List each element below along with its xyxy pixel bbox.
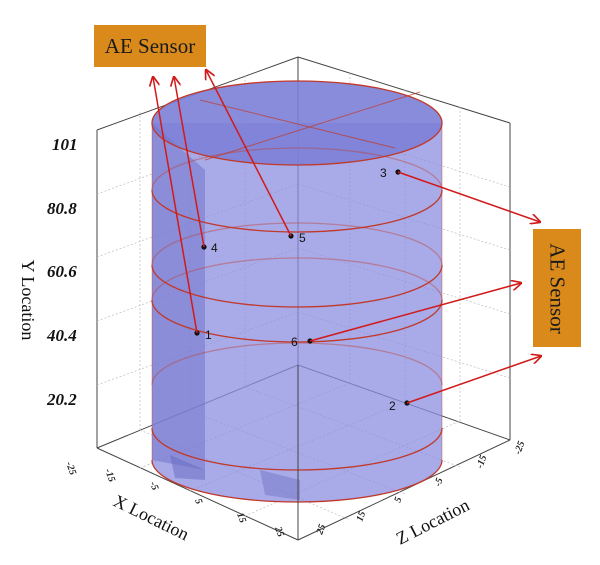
ae-sensor-callout-top: AE Sensor [94, 25, 206, 67]
x-tick: 5 [192, 497, 204, 505]
sensor-label-1: 1 [205, 328, 212, 342]
z-tick: 25 [314, 523, 328, 537]
x-tick: 15 [234, 511, 248, 524]
ae-sensor-callout-right-text: AE Sensor [545, 242, 570, 334]
x-axis-label: X Location [110, 491, 192, 545]
x-tick: 25 [272, 524, 286, 538]
sensor-label-4: 4 [211, 241, 218, 255]
y-tick: 60.6 [47, 262, 77, 281]
z-axis-label: Z Location [393, 495, 473, 549]
ae-sensor-callout-right: AE Sensor [533, 229, 581, 347]
y-tick: 101 [52, 135, 78, 154]
z-tick: 5 [392, 496, 404, 504]
z-tick: -25 [512, 440, 527, 456]
y-tick: 40.4 [46, 326, 77, 345]
x-tick: -5 [147, 480, 160, 492]
y-axis-ticks: 101 80.8 60.6 40.4 20.2 [46, 135, 78, 409]
z-tick: -15 [474, 454, 489, 470]
sensor-label-2: 2 [389, 399, 396, 413]
y-tick: 20.2 [46, 390, 77, 409]
ae-sensor-callout-top-text: AE Sensor [104, 33, 196, 58]
cylinder-specimen [151, 80, 443, 503]
z-tick: 15 [354, 510, 368, 523]
x-axis-ticks: -25 -15 -5 5 15 25 [63, 460, 286, 538]
x-tick: -15 [102, 467, 117, 483]
x-tick: -25 [63, 460, 78, 476]
z-axis-ticks: 25 15 5 -5 -15 -25 [314, 440, 527, 537]
sensor-arrows [153, 70, 541, 404]
sensor-label-5: 5 [299, 231, 306, 245]
z-tick: -5 [432, 476, 445, 488]
sensor-label-6: 6 [291, 335, 298, 349]
y-axis-label: Y Location [18, 260, 38, 341]
sensor-label-3: 3 [380, 166, 387, 180]
y-tick: 80.8 [47, 199, 77, 218]
